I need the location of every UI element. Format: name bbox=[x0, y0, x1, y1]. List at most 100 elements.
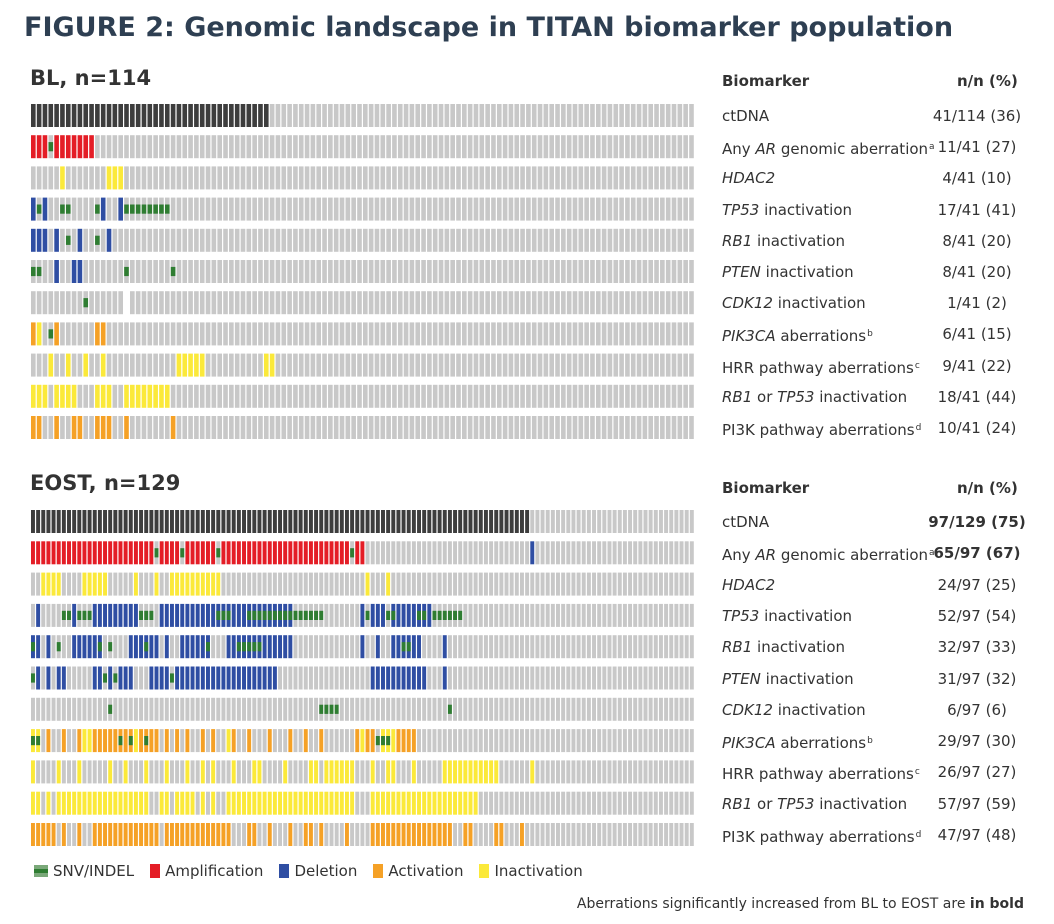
cell-not-altered bbox=[660, 228, 665, 252]
cell-not-altered bbox=[537, 104, 543, 127]
cell-activation bbox=[41, 823, 46, 846]
cell-not-altered bbox=[397, 135, 403, 159]
cell-snv-indel-mark bbox=[226, 610, 231, 620]
cell-inactivation bbox=[133, 791, 138, 815]
cell-not-altered bbox=[447, 729, 452, 753]
cell-not-altered bbox=[592, 572, 596, 596]
cell-not-altered bbox=[216, 791, 221, 815]
cell-inactivation bbox=[108, 760, 113, 784]
cell-not-altered bbox=[566, 416, 572, 439]
amplification-swatch bbox=[150, 864, 161, 878]
cell-not-altered bbox=[499, 572, 504, 596]
cell-not-altered bbox=[365, 823, 370, 846]
cell-not-altered bbox=[67, 760, 71, 784]
cell-not-altered bbox=[386, 353, 391, 377]
cell-not-altered bbox=[82, 823, 87, 846]
cell-not-altered bbox=[147, 353, 153, 377]
cell-inactivation bbox=[175, 572, 180, 596]
cell-not-altered bbox=[298, 416, 304, 439]
cell-ctdna-detected bbox=[139, 510, 144, 533]
eost-row-value-any-ar-genomic-aberrationa: 65/97 (67) bbox=[933, 544, 1021, 563]
cell-activation bbox=[355, 729, 360, 753]
cell-snv-indel-mark bbox=[36, 266, 42, 277]
cell-not-altered bbox=[642, 135, 648, 159]
cell-not-altered bbox=[363, 228, 368, 252]
cell-not-altered bbox=[164, 697, 169, 721]
cell-not-altered bbox=[479, 322, 485, 346]
cell-not-altered bbox=[293, 384, 298, 408]
cell-not-altered bbox=[176, 228, 182, 252]
cell-not-altered bbox=[236, 572, 241, 596]
cell-not-altered bbox=[597, 823, 602, 846]
cell-not-altered bbox=[658, 791, 663, 815]
cell-deletion bbox=[396, 635, 401, 659]
cell-not-altered bbox=[350, 572, 355, 596]
cell-not-altered bbox=[496, 166, 502, 190]
cell-not-altered bbox=[689, 510, 694, 533]
cell-not-altered bbox=[665, 197, 671, 221]
cell-not-altered bbox=[595, 135, 601, 159]
cell-not-altered bbox=[664, 729, 669, 753]
cell-not-altered bbox=[540, 603, 545, 627]
cell-ctdna-detected bbox=[159, 104, 164, 127]
cell-amplification bbox=[231, 541, 236, 565]
cell-not-altered bbox=[262, 823, 267, 846]
cell-not-altered bbox=[357, 228, 362, 252]
cell-not-altered bbox=[638, 666, 643, 690]
cell-not-altered bbox=[555, 197, 560, 221]
cell-not-altered bbox=[298, 572, 303, 596]
cell-deletion bbox=[92, 635, 97, 659]
cell-not-altered bbox=[478, 729, 483, 753]
cell-snv-indel-mark bbox=[386, 610, 391, 620]
cell-not-altered bbox=[386, 291, 391, 315]
cell-not-altered bbox=[310, 104, 316, 127]
cell-not-altered bbox=[415, 291, 421, 315]
cell-not-altered bbox=[246, 260, 252, 283]
cell-inactivation bbox=[185, 791, 190, 815]
cell-not-altered bbox=[556, 635, 560, 659]
cell-deletion bbox=[200, 603, 205, 627]
cell-activation bbox=[432, 823, 437, 846]
cell-not-altered bbox=[684, 823, 689, 846]
cell-not-altered bbox=[504, 697, 509, 721]
cell-not-altered bbox=[310, 260, 316, 283]
cell-not-altered bbox=[677, 104, 683, 127]
cell-activation bbox=[164, 729, 169, 753]
cell-not-altered bbox=[622, 510, 627, 533]
cell-not-altered bbox=[153, 228, 158, 252]
cell-not-altered bbox=[648, 791, 653, 815]
cell-amplification bbox=[190, 541, 195, 565]
cell-not-altered bbox=[689, 228, 694, 252]
cell-ctdna-detected bbox=[188, 104, 193, 127]
cell-ctdna-detected bbox=[252, 104, 257, 127]
cell-not-altered bbox=[590, 291, 595, 315]
cell-not-altered bbox=[170, 322, 176, 346]
cell-not-altered bbox=[473, 135, 479, 159]
cell-not-altered bbox=[496, 322, 502, 346]
cell-not-altered bbox=[494, 572, 499, 596]
cell-not-altered bbox=[221, 791, 226, 815]
cell-not-altered bbox=[677, 260, 683, 283]
cell-ctdna-detected bbox=[350, 510, 355, 533]
cell-not-altered bbox=[468, 603, 473, 627]
cell-not-altered bbox=[566, 135, 572, 159]
cell-not-altered bbox=[653, 635, 658, 659]
cell-not-altered bbox=[205, 228, 211, 252]
cell-not-altered bbox=[550, 510, 555, 533]
cell-not-altered bbox=[123, 572, 128, 596]
cell-not-altered bbox=[586, 791, 591, 815]
cell-activation bbox=[200, 823, 205, 846]
cell-not-altered bbox=[258, 384, 263, 408]
cell-not-altered bbox=[584, 166, 589, 190]
cell-amplification bbox=[319, 541, 324, 565]
cell-not-altered bbox=[61, 760, 66, 784]
cell-not-altered bbox=[242, 760, 246, 784]
cell-not-altered bbox=[619, 291, 624, 315]
cell-activation bbox=[200, 729, 205, 753]
cell-not-altered bbox=[561, 228, 566, 252]
cell-not-altered bbox=[401, 697, 406, 721]
cell-not-altered bbox=[494, 603, 499, 627]
cell-ctdna-detected bbox=[77, 104, 83, 127]
cell-not-altered bbox=[653, 666, 658, 690]
cell-activation bbox=[401, 823, 406, 846]
